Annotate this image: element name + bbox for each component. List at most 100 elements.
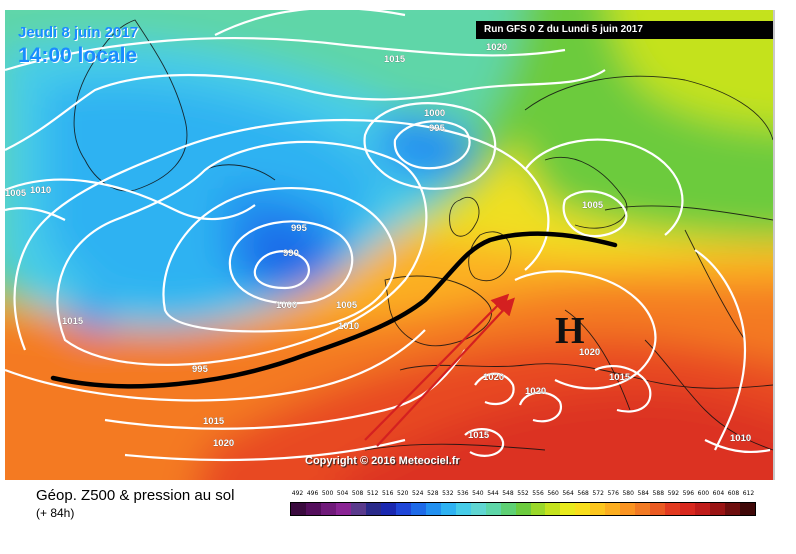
scale-tick-label: 492 <box>291 490 304 497</box>
scale-swatch <box>710 503 726 515</box>
scale-tick-label: 536 <box>457 490 469 497</box>
isobar-label: 1005 <box>5 188 27 199</box>
scale-tick-label: 600 <box>697 490 710 497</box>
scale-swatch <box>545 503 561 515</box>
scale-tick-label: 540 <box>472 490 484 497</box>
coastlines <box>73 19 773 451</box>
scale-swatch <box>725 503 741 515</box>
scale-swatch <box>560 503 576 515</box>
isobar-label: 1010 <box>730 433 751 444</box>
scale-tick-label: 524 <box>412 490 424 497</box>
scale-tick-label: 500 <box>321 490 334 497</box>
isobar-label: 1020 <box>525 386 546 397</box>
scale-tick-label: 596 <box>682 490 695 497</box>
isobar-label: 1010 <box>30 185 51 196</box>
scale-tick-label: 592 <box>667 490 680 497</box>
isobar-label: 990 <box>283 248 299 259</box>
color-scale: 492 496 500 504 508 512 516 520 524 528 532 536 540 5… <box>290 490 756 518</box>
scale-swatch <box>665 503 681 515</box>
scale-tick-label: 560 <box>547 490 559 497</box>
scale-tick-label: 584 <box>637 490 649 497</box>
scale-swatch <box>695 503 711 515</box>
scale-swatch <box>291 503 306 515</box>
scale-tick-label: 608 <box>727 490 740 497</box>
isobar-label: 1005 <box>582 200 604 211</box>
warm-advection-arrows <box>364 293 515 447</box>
scale-swatch <box>590 503 606 515</box>
scale-swatch <box>530 503 546 515</box>
scale-swatch <box>410 503 426 515</box>
scale-swatch <box>380 503 396 515</box>
scale-tick-label: 516 <box>381 490 394 497</box>
model-run-label: Run GFS 0 Z du Lundi 5 juin 2017 <box>476 21 773 39</box>
isobar-label: 1015 <box>468 430 490 441</box>
scale-tick-label: 520 <box>397 490 409 497</box>
scale-swatch <box>485 503 501 515</box>
scale-swatch <box>680 503 696 515</box>
isobar-label: 1020 <box>579 347 600 358</box>
scale-tick-label: 528 <box>427 490 439 497</box>
scale-swatch <box>440 503 456 515</box>
geopotential-field <box>5 10 773 480</box>
scale-tick-label: 544 <box>487 490 499 497</box>
scale-swatch <box>635 503 651 515</box>
scale-tick-label: 580 <box>622 490 634 497</box>
scale-swatch <box>425 503 441 515</box>
scale-swatch <box>575 503 591 515</box>
isobar-lines <box>5 10 771 462</box>
scale-tick-label: 532 <box>442 490 454 497</box>
isobar-label: 1015 <box>609 372 631 383</box>
isobar-label: 1015 <box>384 54 406 65</box>
color-scale-bar <box>290 502 756 516</box>
scale-tick-label: 588 <box>652 490 665 497</box>
scale-swatch <box>605 503 621 515</box>
scale-tick-label: 504 <box>336 490 349 497</box>
isobar-label: 995 <box>291 223 308 234</box>
isobar-label: 1005 <box>336 300 358 311</box>
scale-tick-label: 496 <box>306 490 319 497</box>
isobar-labels: 1015 1020 1000 995 1005 1010 1005 995 99… <box>5 42 751 449</box>
isobar-label: 1015 <box>203 416 225 427</box>
legend-title: Géop. Z500 & pression au sol <box>36 487 235 504</box>
scale-tick-label: 604 <box>712 490 725 497</box>
isobar-label: 995 <box>429 123 446 134</box>
scale-swatch <box>500 503 516 515</box>
high-pressure-symbol: H <box>555 310 585 352</box>
scale-tick-label: 548 <box>502 490 514 497</box>
scale-swatch <box>470 503 486 515</box>
scale-swatch <box>620 503 636 515</box>
color-scale-ticks: 492 496 500 504 508 512 516 520 524 528 532 536 540 5… <box>290 490 756 502</box>
legend-subtitle: (+ 84h) <box>36 506 75 520</box>
scale-swatch <box>365 503 381 515</box>
scale-swatch <box>320 503 336 515</box>
forecast-time: 14:00 locale <box>18 44 138 67</box>
isobar-label: 1020 <box>483 372 504 383</box>
scale-swatch <box>740 503 756 515</box>
scale-tick-label: 508 <box>351 490 364 497</box>
scale-tick-label: 512 <box>366 490 379 497</box>
weather-map: H 1015 1020 1000 995 1005 1010 1005 995 … <box>5 10 773 480</box>
scale-swatch <box>395 503 411 515</box>
isobar-label: 1000 <box>276 300 297 311</box>
isobar-label: 1020 <box>486 42 507 53</box>
scale-swatch <box>305 503 321 515</box>
isobar-label: 1010 <box>338 321 359 332</box>
scale-swatch <box>455 503 471 515</box>
map-svg: H 1015 1020 1000 995 1005 1010 1005 995 … <box>5 10 773 480</box>
jet-stream-line <box>50 231 618 389</box>
scale-swatch <box>335 503 351 515</box>
scale-tick-label: 568 <box>577 490 589 497</box>
isobar-label: 1020 <box>213 438 234 449</box>
scale-tick-label: 556 <box>532 490 544 497</box>
forecast-date: Jeudi 8 juin 2017 <box>18 24 139 41</box>
scale-swatch <box>650 503 666 515</box>
scale-swatch <box>515 503 531 515</box>
scale-swatch <box>350 503 366 515</box>
isobar-label: 995 <box>192 364 209 375</box>
map-frame-edge <box>773 10 775 480</box>
copyright-text: Copyright © 2016 Meteociel.fr <box>305 455 460 467</box>
scale-tick-label: 572 <box>592 490 604 497</box>
isobar-label: 1015 <box>62 316 84 327</box>
scale-tick-label: 576 <box>607 490 619 497</box>
scale-tick-label: 552 <box>517 490 529 497</box>
